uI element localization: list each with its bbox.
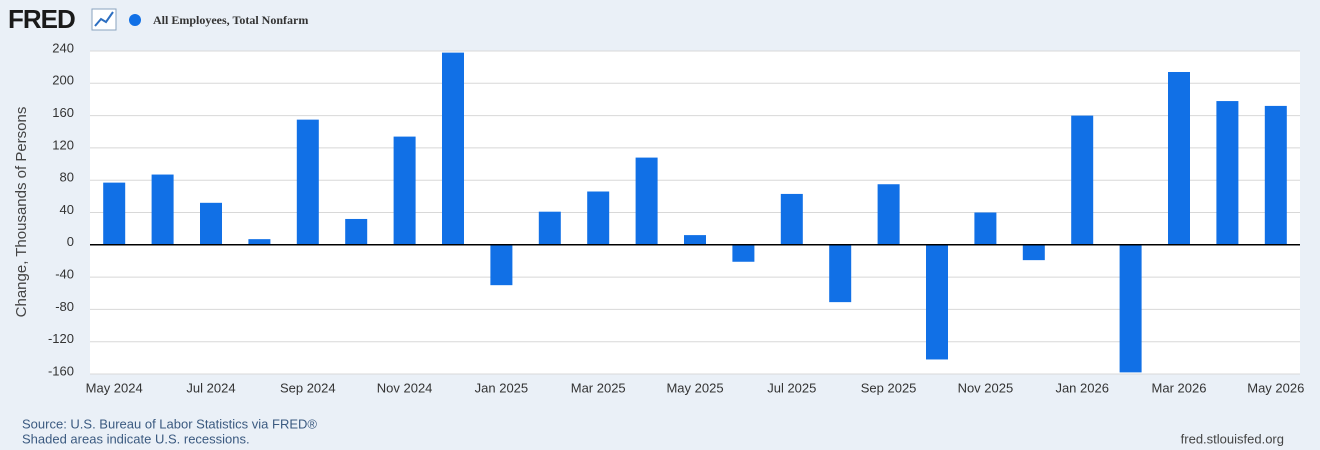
legend-marker	[129, 14, 141, 26]
x-tick-label: Jul 2024	[186, 380, 235, 395]
bar	[345, 218, 368, 245]
bar	[732, 244, 755, 262]
y-tick-label: -120	[48, 331, 74, 346]
bar	[1022, 244, 1045, 261]
source: Source: U.S. Bureau of Labor Statistics …	[22, 416, 317, 431]
x-tick-label: Jul 2025	[767, 380, 816, 395]
bar	[103, 182, 126, 245]
bar	[926, 244, 948, 360]
y-tick-label: 240	[52, 40, 74, 55]
y-tick-label: 40	[60, 202, 74, 217]
x-tick-label: Jan 2026	[1055, 380, 1109, 395]
bar	[1071, 115, 1094, 245]
y-tick-label: 0	[67, 234, 74, 249]
x-tick-label: Mar 2025	[571, 380, 626, 395]
bar	[151, 174, 174, 245]
y-tick-label: 120	[52, 137, 74, 152]
x-tick-label: May 2026	[1247, 380, 1304, 395]
x-tick-label: Nov 2024	[377, 380, 433, 395]
legend-label: All Employees, Total Nonfarm	[153, 13, 308, 27]
bar	[780, 193, 803, 245]
logo-icon	[91, 8, 117, 31]
bar	[1119, 244, 1142, 373]
bar	[538, 211, 561, 245]
bar	[974, 212, 997, 245]
bar	[296, 119, 319, 245]
bar	[1264, 105, 1287, 245]
url: fred.stlouisfed.org	[1181, 431, 1284, 446]
x-tick-label: Mar 2026	[1152, 380, 1207, 395]
bar	[877, 184, 900, 245]
y-tick-label: -80	[55, 299, 74, 314]
bar	[829, 244, 852, 303]
bar	[684, 235, 706, 245]
x-tick-label: Sep 2024	[280, 380, 336, 395]
note: Shaded areas indicate U.S. recessions.	[22, 431, 250, 446]
y-tick-label: -160	[48, 363, 74, 378]
y-tick-label: -40	[55, 267, 74, 282]
bar	[1216, 101, 1239, 245]
bar	[587, 191, 610, 245]
x-tick-label: May 2025	[666, 380, 723, 395]
bar	[248, 239, 271, 245]
bar	[490, 244, 513, 286]
y-tick-label: 160	[52, 105, 74, 120]
bar	[1168, 71, 1190, 245]
x-tick-label: May 2024	[86, 380, 143, 395]
bar	[393, 136, 416, 245]
x-tick-label: Sep 2025	[861, 380, 917, 395]
bar	[635, 157, 658, 245]
x-tick-label: Jan 2025	[475, 380, 529, 395]
x-tick-label: Nov 2025	[958, 380, 1014, 395]
bar	[442, 52, 464, 245]
logo: FRED	[8, 4, 75, 34]
bar	[200, 202, 222, 245]
y-tick-label: 80	[60, 170, 74, 185]
y-axis-title: Change, Thousands of Persons	[13, 107, 30, 318]
y-tick-label: 200	[52, 73, 74, 88]
